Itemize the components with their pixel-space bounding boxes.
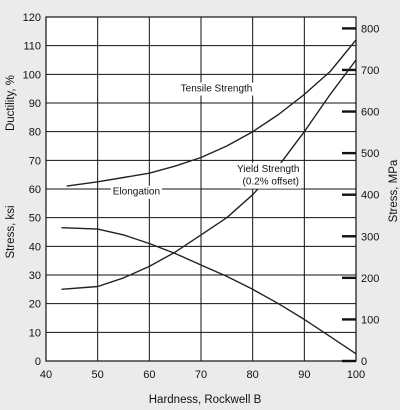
annotations: Tensile Strength Yield Strength (0.2% offs… — [110, 82, 302, 199]
y-left-tick-label: 50 — [29, 213, 41, 225]
y-right-tick-label: 800 — [361, 23, 379, 35]
y-left-tick-label: 0 — [35, 356, 41, 368]
annotation-label: Elongation — [113, 187, 160, 198]
y-right-tick-label: 700 — [361, 65, 379, 77]
x-tick-label: 90 — [298, 369, 310, 381]
y-axis-left-inner-title: Ductility, % — [5, 75, 17, 131]
tick-labels: 40 50 60 70 80 90 1000102030405060708090100110… — [23, 12, 380, 381]
series-line-yield-strength — [61, 59, 357, 290]
y-right-tick-label: 0 — [361, 356, 367, 368]
y-right-tick-label: 100 — [361, 314, 379, 326]
y-right-tick-label: 500 — [361, 148, 379, 160]
annotation-bg — [234, 162, 302, 176]
x-tick-label: 50 — [92, 369, 104, 381]
plot-frame — [45, 16, 357, 362]
y-right-tick-label: 200 — [361, 273, 379, 285]
annotation-bg — [110, 185, 163, 199]
y-left-tick-label: 20 — [29, 299, 41, 311]
y-right-tick-label: 400 — [361, 190, 379, 202]
x-tick-label: 70 — [195, 369, 207, 381]
x-tick-label: 60 — [143, 369, 155, 381]
y-left-tick-label: 100 — [23, 69, 41, 81]
y-left-tick-label: 60 — [29, 184, 41, 196]
y-left-tick-label: 10 — [29, 327, 41, 339]
y-right-tick-label: 300 — [361, 231, 379, 243]
y-left-tick-label: 40 — [29, 241, 41, 253]
y-right-tick-label: 600 — [361, 107, 379, 119]
y-left-tick-label: 90 — [29, 98, 41, 110]
x-tick-label: 100 — [347, 369, 365, 381]
annotation-label: Tensile Strength — [181, 84, 253, 95]
series-line-elongation — [61, 227, 357, 355]
x-tick-label: 80 — [247, 369, 259, 381]
series-line-tensile-strength — [66, 39, 357, 187]
annotation-bg — [240, 175, 302, 189]
y-left-tick-label: 30 — [29, 270, 41, 282]
y-left-tick-label: 80 — [29, 127, 41, 139]
x-tick-label: 40 — [40, 369, 52, 381]
y-axis-left-title: Stress, ksi — [5, 205, 17, 258]
annotation-label: (0.2% offset) — [242, 177, 299, 188]
annotation-bg — [178, 82, 255, 96]
y-left-tick-label: 70 — [29, 155, 41, 167]
series-lines — [61, 39, 357, 355]
x-axis-title: Hardness, Rockwell B — [149, 394, 262, 406]
y-left-tick-label: 110 — [23, 41, 41, 53]
y-left-tick-label: 120 — [23, 12, 41, 24]
annotation-label: Yield Strength — [237, 164, 299, 175]
y-axis-right-title: Stress, MPa — [388, 159, 400, 222]
